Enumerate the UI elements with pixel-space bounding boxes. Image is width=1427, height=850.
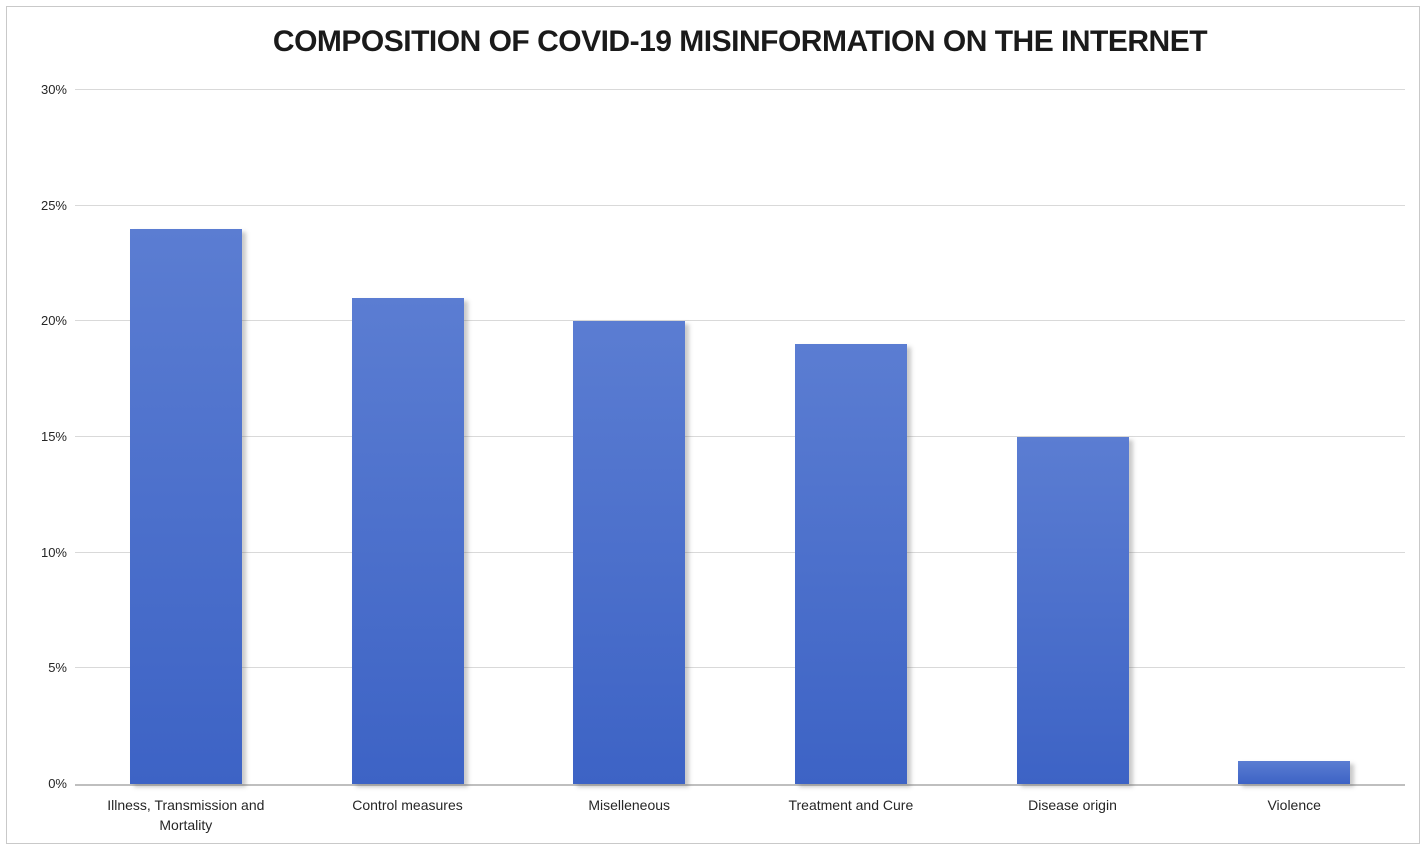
- x-category-label-miselleneous: Miselleneous: [588, 797, 671, 813]
- gridline-20pct: [75, 320, 1405, 322]
- x-label-slot-miselleneous: Miselleneous: [518, 795, 740, 836]
- bar-violence: [1238, 760, 1351, 784]
- y-tick-label-30pct: 30%: [40, 82, 67, 97]
- y-tick-label-15pct: 15%: [40, 429, 67, 444]
- x-label-slot-illness-transmission-and-mortality: Illness, Transmission and Mortality: [75, 795, 297, 836]
- bar-treatment-and-cure: [794, 344, 907, 784]
- chart-title: COMPOSITION OF COVID-19 MISINFORMATION O…: [272, 25, 1208, 58]
- x-category-label-control-measures: Control measures: [352, 797, 463, 813]
- bar-slot-control-measures: [297, 90, 519, 784]
- y-tick-label-25pct: 25%: [40, 197, 67, 213]
- y-tick-label-0pct: 0%: [48, 776, 67, 791]
- gridline-15pct: [75, 436, 1405, 437]
- x-category-label-treatment-and-cure: Treatment and Cure: [788, 797, 914, 813]
- bar-slot-disease-origin: [962, 90, 1184, 784]
- y-tick-label-20pct: 20%: [40, 313, 67, 329]
- x-label-slot-violence: Violence: [1183, 795, 1405, 836]
- bar-series: [75, 90, 1405, 784]
- gridline-25pct: [75, 204, 1405, 206]
- gridline-10pct: [75, 551, 1405, 553]
- x-axis-category-labels: Illness, Transmission and Mortality Contr…: [75, 795, 1405, 836]
- x-label-slot-treatment-and-cure: Treatment and Cure: [740, 795, 962, 836]
- gridline-30pct: [75, 89, 1405, 90]
- x-label-slot-control-measures: Control measures: [297, 795, 519, 836]
- x-category-label-disease-origin: Disease origin: [1028, 797, 1117, 813]
- bar-illness-transmission-and-mortality: [129, 228, 242, 784]
- plot-area: [75, 89, 1405, 786]
- bar-control-measures: [351, 298, 464, 784]
- y-tick-label-10pct: 10%: [40, 544, 67, 560]
- chart-frame: COMPOSITION OF COVID-19 MISINFORMATION O…: [6, 6, 1420, 844]
- bar-slot-violence: [1183, 90, 1405, 784]
- bar-slot-treatment-and-cure: [740, 90, 962, 784]
- bar-slot-miselleneous: [518, 90, 740, 784]
- bar-slot-illness-transmission-and-mortality: [75, 90, 297, 784]
- x-category-label-violence: Violence: [1267, 797, 1321, 813]
- x-category-label-illness-transmission-and-mortality: Illness, Transmission and Mortality: [107, 797, 265, 834]
- bar-miselleneous: [573, 321, 686, 784]
- y-tick-label-5pct: 5%: [48, 660, 67, 676]
- bar-disease-origin: [1016, 437, 1129, 784]
- x-label-slot-disease-origin: Disease origin: [962, 795, 1184, 836]
- gridline-5pct: [75, 667, 1405, 669]
